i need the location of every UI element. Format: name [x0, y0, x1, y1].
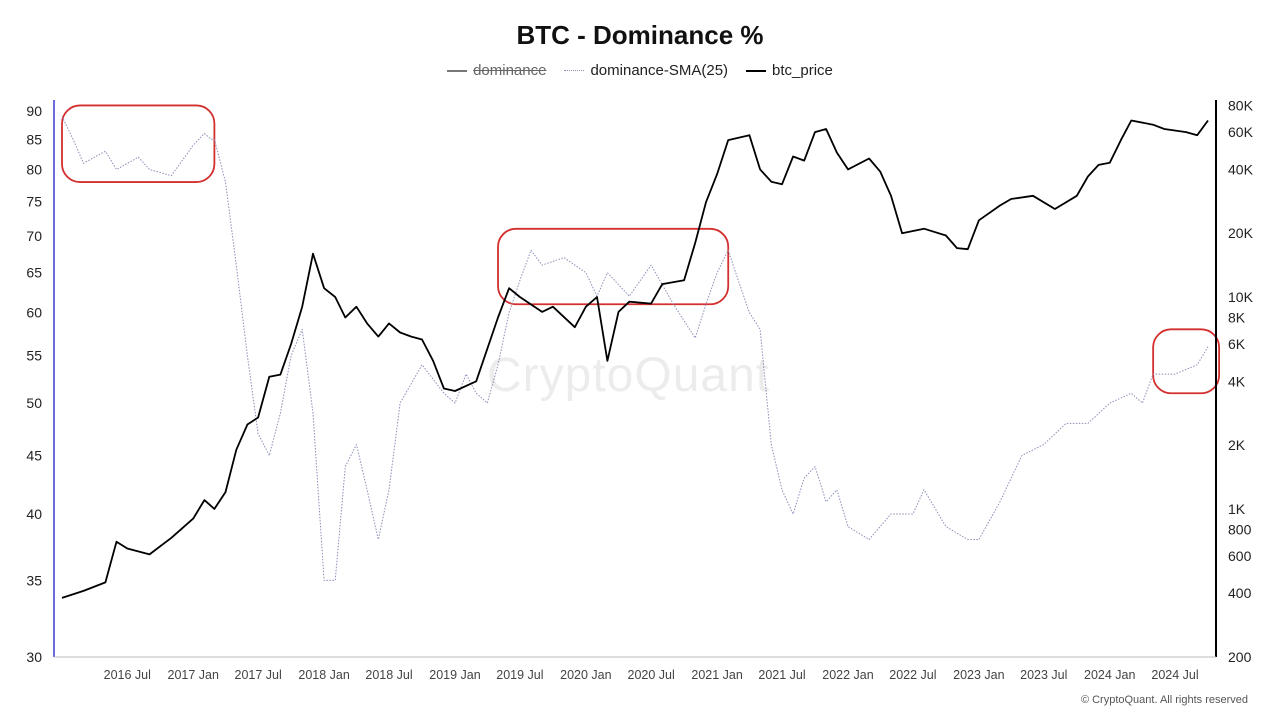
left-tick-label: 50 [26, 395, 42, 411]
x-tick-label: 2020 Jan [560, 668, 611, 682]
series-line-dominance-sma [61, 116, 1209, 581]
x-tick-label: 2021 Jan [691, 668, 742, 682]
right-tick-label: 4K [1228, 373, 1246, 389]
right-tick-label: 600 [1228, 548, 1252, 564]
left-tick-label: 60 [26, 304, 42, 320]
right-tick-label: 800 [1228, 521, 1252, 537]
series-layer [61, 116, 1209, 599]
x-tick-label: 2023 Jul [1020, 668, 1067, 682]
x-tick-label: 2022 Jan [822, 668, 873, 682]
x-tick-label: 2018 Jan [298, 668, 349, 682]
left-tick-label: 35 [26, 572, 42, 588]
right-tick-label: 40K [1228, 161, 1254, 177]
x-tick-label: 2023 Jan [953, 668, 1004, 682]
legend-item-dominance[interactable]: dominance [447, 62, 546, 79]
legend-item-btc-price[interactable]: btc_price [746, 62, 833, 79]
legend-label-dominance: dominance [473, 62, 547, 79]
left-tick-label: 90 [26, 103, 42, 119]
x-tick-label: 2024 Jan [1084, 668, 1135, 682]
x-tick-label: 2019 Jul [496, 668, 543, 682]
right-tick-label: 8K [1228, 309, 1246, 325]
x-tick-label: 2017 Jan [168, 668, 219, 682]
x-tick-label: 2019 Jan [429, 668, 480, 682]
right-tick-label: 1K [1228, 501, 1246, 517]
watermark: CryptoQuant [487, 349, 771, 402]
x-tick-label: 2017 Jul [235, 668, 282, 682]
x-tick-label: 2018 Jul [365, 668, 412, 682]
series-line-btc-price [61, 119, 1209, 599]
right-tick-label: 400 [1228, 585, 1252, 601]
right-tick-label: 60K [1228, 124, 1254, 140]
left-tick-label: 45 [26, 447, 42, 463]
right-tick-label: 80K [1228, 98, 1254, 114]
x-tick-label: 2021 Jul [758, 668, 805, 682]
legend: dominance dominance-SMA(25) btc_price [0, 62, 1280, 79]
axes-layer: 30 35 40 45 50 55 60 65 70 75 80 85 90 200 400 600 800 1K… [26, 98, 1253, 682]
right-tick-label: 20K [1228, 225, 1254, 241]
legend-swatch-dominance [447, 69, 468, 72]
left-tick-label: 80 [26, 161, 42, 177]
x-tick-label: 2022 Jul [889, 668, 936, 682]
right-tick-label: 10K [1228, 289, 1254, 305]
right-tick-label: 6K [1228, 336, 1246, 352]
chart-title: BTC - Dominance % [516, 20, 764, 50]
x-tick-label: 2024 Jul [1151, 668, 1198, 682]
legend-swatch-sma [564, 70, 585, 71]
left-tick-label: 65 [26, 265, 42, 281]
legend-label-sma: dominance-SMA(25) [590, 62, 729, 79]
left-tick-label: 75 [26, 194, 42, 210]
annotation-box-3 [1152, 328, 1221, 395]
right-tick-label: 200 [1228, 649, 1252, 665]
left-tick-label: 85 [26, 131, 42, 147]
legend-label-btc-price: btc_price [772, 62, 833, 79]
x-tick-label: 2016 Jul [104, 668, 151, 682]
left-tick-label: 70 [26, 228, 42, 244]
left-tick-label: 30 [26, 649, 42, 665]
right-tick-label: 2K [1228, 437, 1246, 453]
legend-swatch-btc-price [746, 69, 767, 72]
annotations-layer [61, 104, 1221, 395]
annotation-box-2 [497, 227, 730, 306]
annotation-box-1 [61, 104, 216, 183]
legend-item-sma[interactable]: dominance-SMA(25) [564, 62, 728, 79]
x-tick-label: 2020 Jul [628, 668, 675, 682]
copyright-text: © CryptoQuant. All rights reserved [1080, 694, 1248, 706]
left-tick-label: 40 [26, 506, 42, 522]
left-tick-label: 55 [26, 348, 42, 364]
